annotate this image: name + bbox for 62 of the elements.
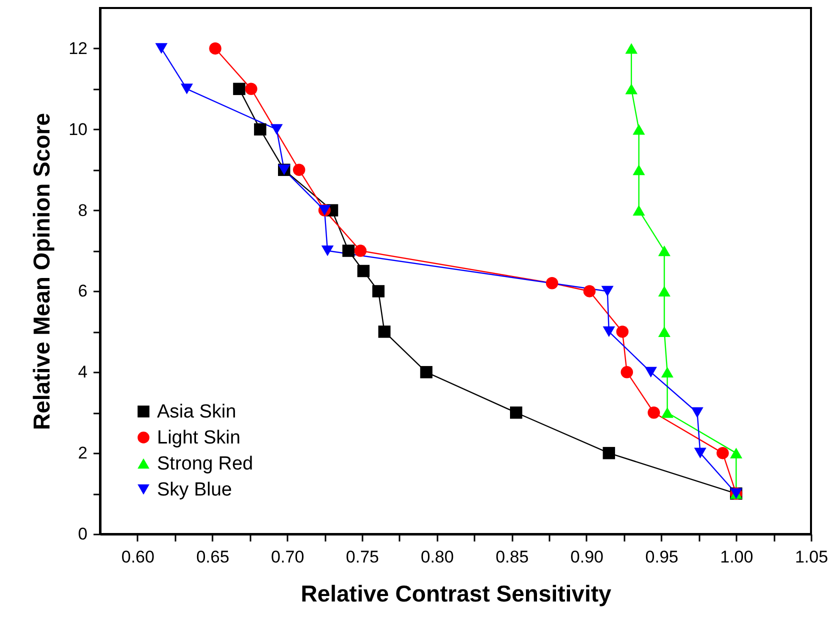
point bbox=[625, 43, 638, 54]
x-tick-label: 0.60 bbox=[121, 548, 154, 566]
point bbox=[716, 446, 729, 460]
y-tick-label: 4 bbox=[78, 362, 88, 382]
y-tick-label: 0 bbox=[78, 524, 88, 544]
y-tick-label: 2 bbox=[78, 444, 88, 463]
point bbox=[632, 164, 645, 176]
x-tick-label: 0.65 bbox=[196, 548, 230, 566]
x-tick-label: 1.00 bbox=[720, 548, 754, 566]
point bbox=[342, 244, 355, 257]
point bbox=[644, 366, 657, 378]
point bbox=[270, 124, 283, 135]
point bbox=[180, 84, 193, 94]
point bbox=[372, 285, 385, 298]
y-tick-label: 8 bbox=[78, 200, 88, 220]
x-tick-label: 1.05 bbox=[794, 548, 828, 566]
point bbox=[625, 84, 638, 94]
x-tick-label: 0.85 bbox=[496, 548, 529, 566]
point bbox=[357, 264, 370, 278]
point bbox=[648, 406, 660, 419]
point bbox=[691, 407, 704, 418]
x-tick-label: 0.95 bbox=[645, 548, 678, 566]
point bbox=[583, 285, 596, 298]
point bbox=[209, 42, 222, 55]
point bbox=[730, 448, 742, 458]
x-tick-label: 0.80 bbox=[420, 548, 454, 566]
point bbox=[602, 326, 616, 337]
x-axis-title: Relative Contrast Sensitivity bbox=[300, 580, 612, 606]
x-tick-label: 0.70 bbox=[271, 548, 304, 566]
legend-label: Strong Red bbox=[157, 454, 254, 474]
point bbox=[233, 82, 246, 96]
point bbox=[694, 448, 706, 458]
point bbox=[420, 366, 432, 378]
point bbox=[245, 82, 258, 96]
point bbox=[658, 286, 670, 297]
point bbox=[658, 326, 670, 337]
point bbox=[602, 446, 616, 460]
point bbox=[155, 43, 168, 54]
point bbox=[661, 407, 674, 418]
point bbox=[378, 326, 391, 338]
legend-label: Asia Skin bbox=[157, 402, 236, 422]
x-tick-label: 0.90 bbox=[570, 548, 604, 566]
point bbox=[546, 277, 558, 290]
point bbox=[601, 286, 614, 297]
y-tick-label: 6 bbox=[78, 282, 88, 301]
point bbox=[632, 124, 645, 135]
point bbox=[616, 326, 629, 338]
point bbox=[510, 406, 522, 419]
legend-label: Sky Blue bbox=[157, 480, 232, 500]
x-tick-label: 0.75 bbox=[346, 548, 379, 566]
point bbox=[632, 205, 645, 216]
legend-label: Light Skin bbox=[157, 428, 240, 448]
point bbox=[321, 245, 334, 256]
point bbox=[354, 244, 367, 257]
point bbox=[292, 164, 306, 176]
point bbox=[254, 123, 266, 136]
y-tick-label: 10 bbox=[68, 120, 88, 139]
y-tick-label: 12 bbox=[68, 38, 88, 58]
point bbox=[620, 366, 634, 378]
point bbox=[658, 245, 670, 256]
point bbox=[661, 366, 674, 378]
y-axis-title: Relative Mean Opinion Score bbox=[28, 113, 55, 430]
